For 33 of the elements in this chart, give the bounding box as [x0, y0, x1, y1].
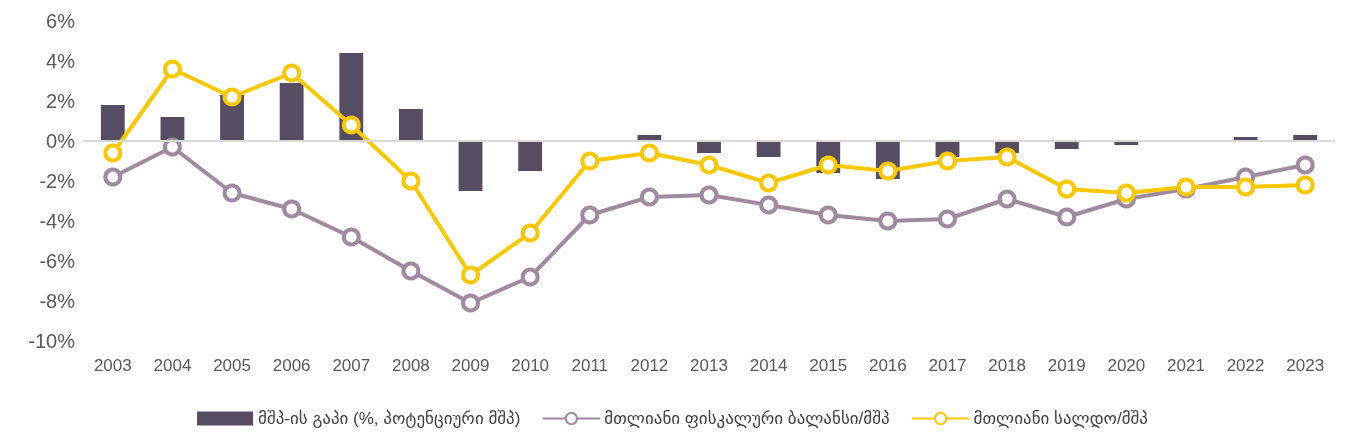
x-tick-label: 2006	[272, 356, 311, 375]
x-tick-label: 2018	[988, 356, 1027, 375]
x-tick-label: 2009	[451, 356, 490, 375]
y-tick-label: -4%	[39, 210, 76, 232]
x-tick-label: 2012	[630, 356, 669, 375]
x-tick-label: 2008	[391, 356, 430, 375]
x-tick-label: 2020	[1107, 356, 1146, 375]
x-tick-label: 2016	[868, 356, 907, 375]
y-tick-label: 4%	[46, 50, 76, 72]
y-tick-label: 6%	[46, 10, 76, 32]
x-tick-label: 2022	[1226, 356, 1265, 375]
x-tick-label: 2003	[93, 356, 132, 375]
x-tick-label: 2005	[213, 356, 251, 375]
x-tick-label: 2013	[690, 356, 728, 375]
x-tick-label: 2023	[1286, 356, 1325, 375]
y-tick-label: 0%	[46, 130, 76, 152]
legend-label: მთლიანი სალდო/მშპ	[973, 409, 1148, 428]
x-tick-label: 2004	[153, 356, 192, 375]
x-tick-label: 2021	[1167, 356, 1205, 375]
y-tick-label: 2%	[46, 90, 76, 112]
y-tick-label: -10%	[28, 330, 76, 352]
y-tick-label: -2%	[39, 170, 76, 192]
x-tick-label: 2010	[511, 356, 550, 375]
legend-label: მშპ-ის გაპი (%, პოტენციური მშპ)	[258, 409, 521, 428]
x-tick-label: 2011	[571, 356, 609, 375]
x-tick-label: 2017	[928, 356, 967, 375]
x-tick-label: 2015	[809, 356, 848, 375]
y-tick-label: -8%	[39, 290, 76, 312]
x-tick-label: 2007	[332, 356, 371, 375]
x-tick-label: 2014	[749, 356, 788, 375]
y-tick-label: -6%	[39, 250, 76, 272]
x-tick-label: 2019	[1047, 356, 1086, 375]
legend-label: მთლიანი ფისკალური ბალანსი/მშპ	[604, 409, 890, 428]
